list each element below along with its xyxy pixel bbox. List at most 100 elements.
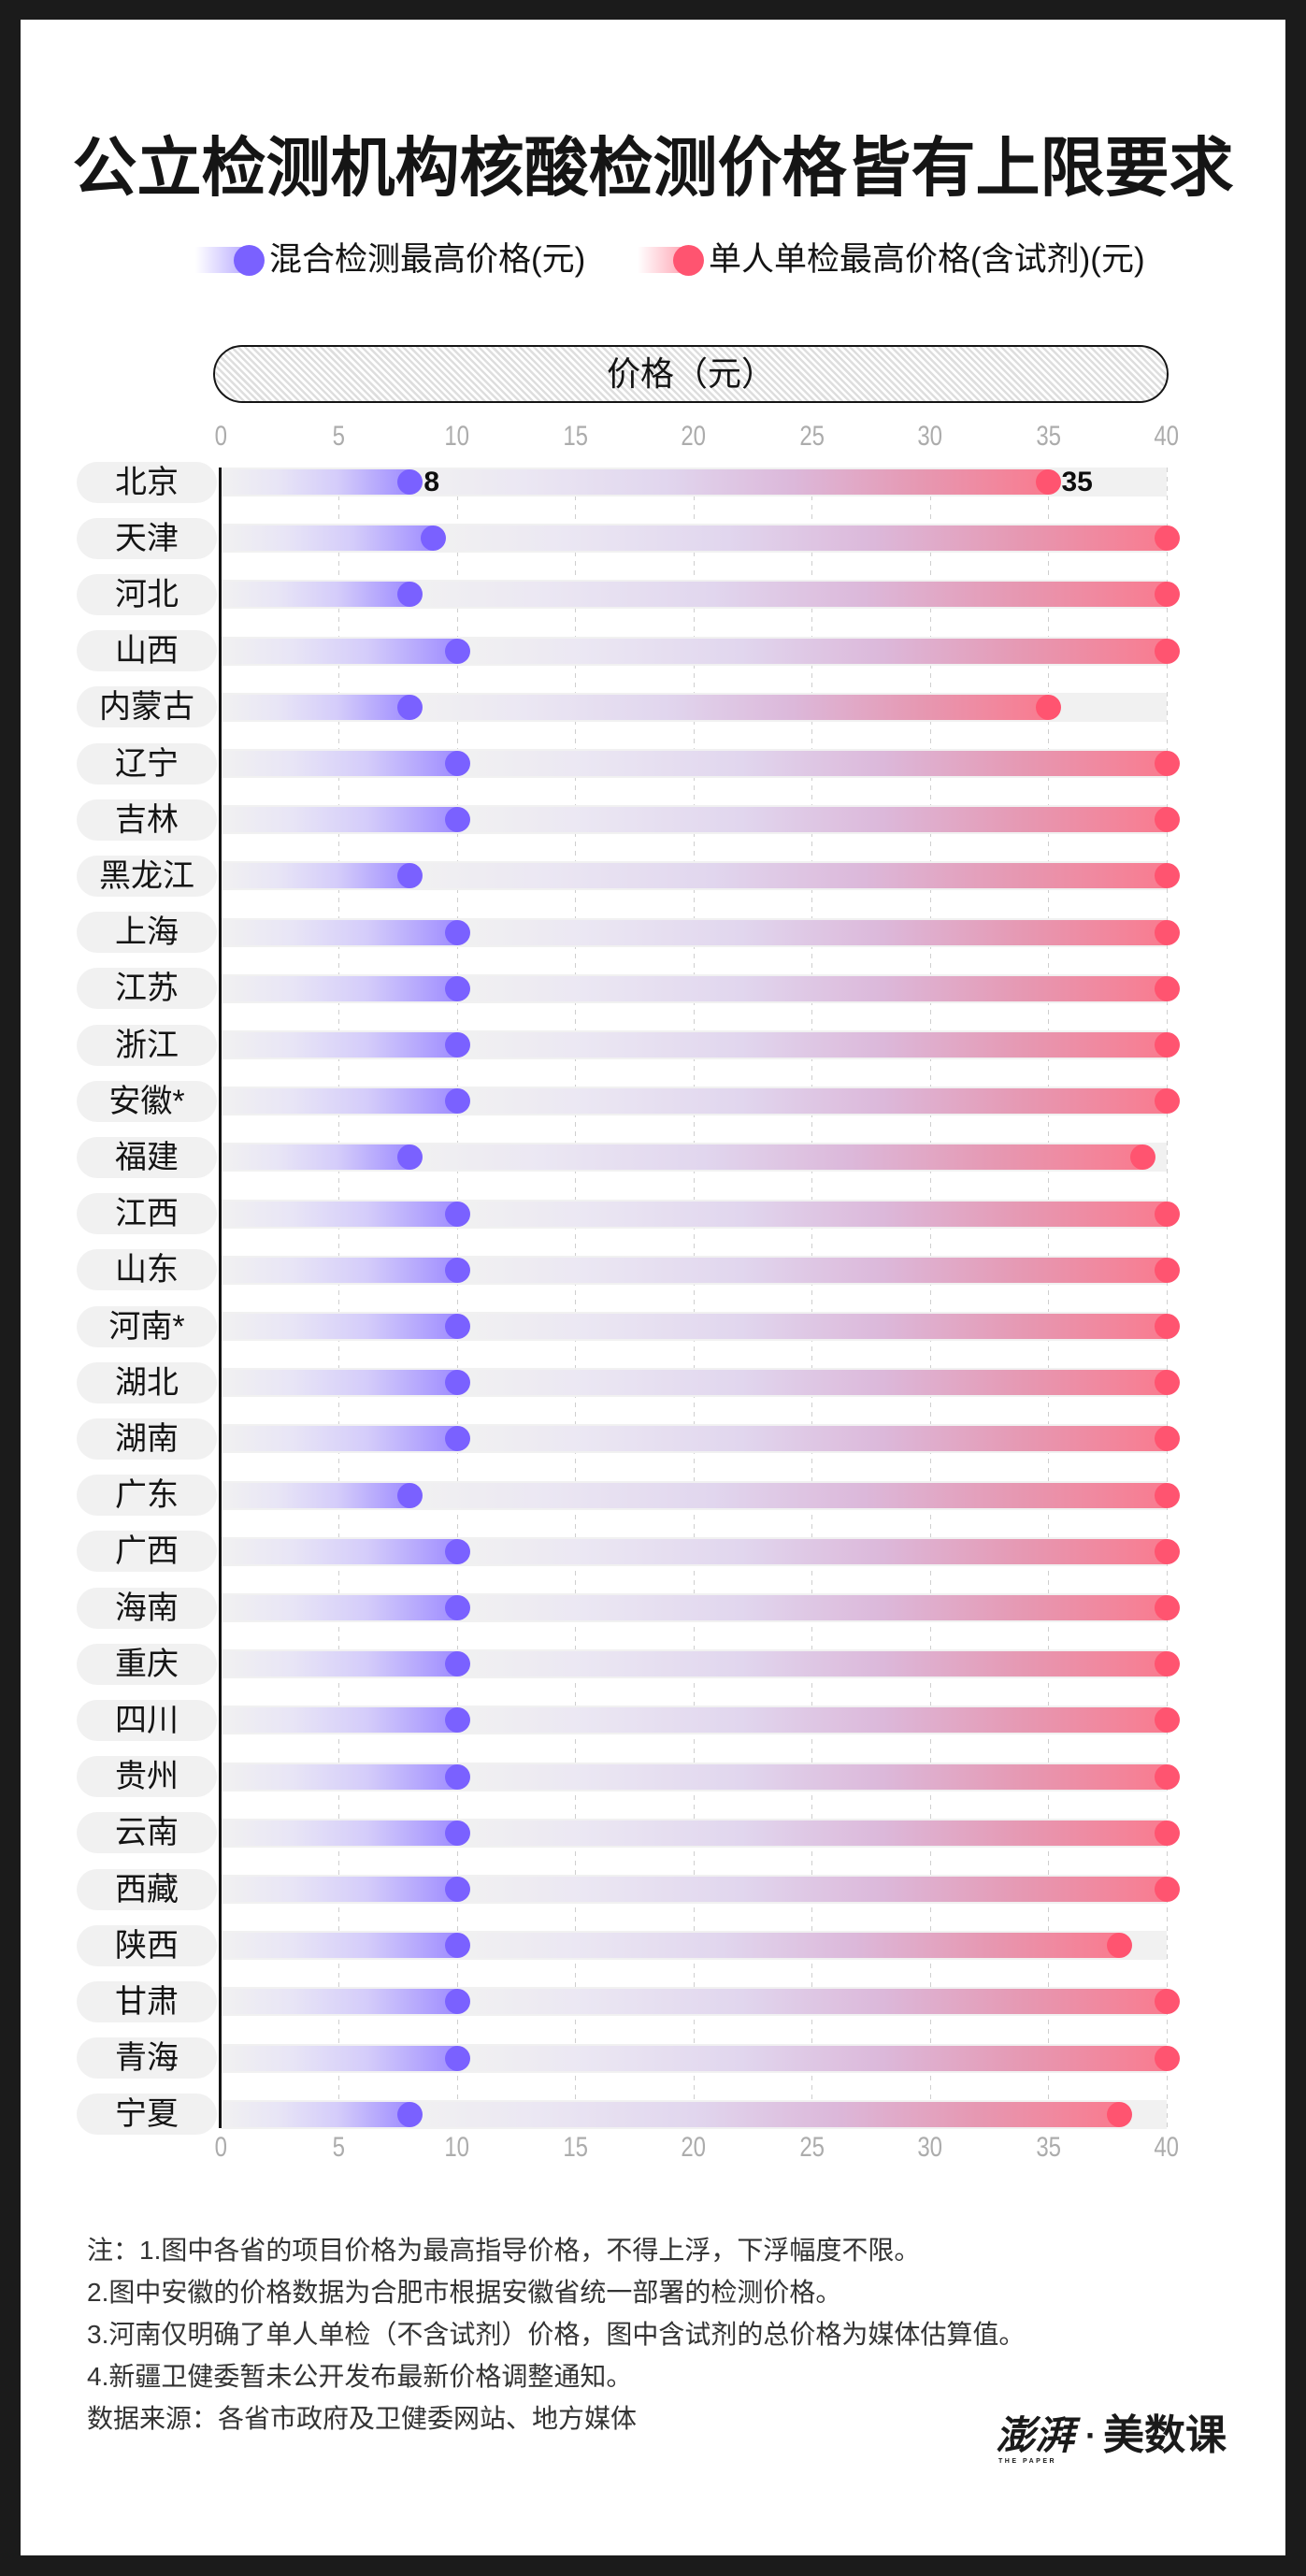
mixed-test-bar <box>222 919 457 945</box>
mixed-test-bar <box>222 1426 457 1452</box>
province-label: 江西 <box>77 1193 217 1235</box>
gridline <box>1048 468 1049 2128</box>
x-tick-label: 0 <box>214 421 227 452</box>
x-tick-bottom: 20 <box>656 2131 731 2165</box>
x-tick-label: 35 <box>1036 2132 1061 2163</box>
single-test-bar <box>457 1088 1167 1115</box>
x-tick-top: 15 <box>538 420 613 453</box>
province-label: 陕西 <box>77 1924 217 1966</box>
province-label: 云南 <box>77 1812 217 1854</box>
x-tick-bottom: 35 <box>1012 2131 1086 2165</box>
single-test-dot <box>1154 863 1180 889</box>
province-label: 湖北 <box>77 1361 217 1403</box>
province-label: 宁夏 <box>77 2094 217 2136</box>
logo-sub: 美数课 <box>1103 2412 1227 2458</box>
single-test-dot <box>1154 919 1180 945</box>
mixed-test-dot <box>444 1820 470 1846</box>
single-test-dot <box>1154 1257 1180 1283</box>
x-tick-label: 30 <box>917 2132 943 2163</box>
province-label: 广西 <box>77 1531 217 1573</box>
legend-mixed-label: 混合检测最高价格(元) <box>269 241 586 278</box>
x-tick-label: 35 <box>1036 421 1061 452</box>
x-tick-top: 25 <box>775 420 850 453</box>
province-label: 上海 <box>77 912 217 954</box>
mixed-test-bar <box>222 1595 457 1620</box>
x-tick-label: 10 <box>444 2132 470 2163</box>
single-test-dot <box>1154 1482 1180 1508</box>
x-tick-bottom: 15 <box>538 2131 613 2165</box>
single-test-bar <box>457 1989 1167 2015</box>
mixed-test-dot <box>444 1426 470 1452</box>
province-label: 山东 <box>77 1249 217 1291</box>
province-label: 河北 <box>77 573 217 615</box>
mixed-test-bar <box>222 1201 457 1227</box>
x-tick-top: 40 <box>1129 420 1204 453</box>
x-tick-top: 20 <box>656 420 731 453</box>
mixed-test-bar <box>222 1877 457 1902</box>
x-tick-top: 5 <box>302 420 377 453</box>
x-tick-label: 15 <box>563 2132 588 2163</box>
mixed-test-bar <box>222 807 457 833</box>
single-test-dot <box>1154 525 1180 552</box>
mixed-test-dot <box>444 1032 470 1058</box>
legend-single-label: 单人单检最高价格(含试剂)(元) <box>709 241 1145 278</box>
mixed-test-dot <box>444 1651 470 1677</box>
x-tick-bottom: 10 <box>420 2131 495 2165</box>
single-test-dot <box>1154 582 1180 608</box>
mixed-test-dot <box>444 1201 470 1227</box>
mixed-test-bar <box>222 1820 457 1846</box>
single-test-dot <box>1154 1989 1180 2015</box>
mixed-test-dot <box>444 1877 470 1902</box>
mixed-test-bar <box>222 975 457 1001</box>
single-test-dot <box>1130 1144 1156 1171</box>
mixed-test-bar <box>222 1314 457 1339</box>
note-3: 3.河南仅明确了单人单检（不含试剂）价格，图中含试剂的总价格为媒体估算值。 <box>87 2320 1026 2349</box>
single-test-dot <box>1154 1032 1180 1058</box>
single-test-dot <box>1154 1707 1180 1734</box>
logo-brand-en: THE PAPER <box>998 2458 1057 2465</box>
single-test-bar <box>457 1707 1167 1734</box>
mixed-test-dot <box>444 1538 470 1564</box>
single-test-dot <box>1154 1763 1180 1790</box>
mixed-test-dot <box>396 582 423 608</box>
single-test-bar <box>457 975 1167 1001</box>
mixed-test-dot <box>396 1482 423 1508</box>
axis-title-pill: 价格（元） <box>213 345 1169 403</box>
single-test-bar <box>457 1877 1167 1902</box>
single-test-dot <box>1154 975 1180 1001</box>
note-1: 注：1.图中各省的项目价格为最高指导价格，不得上浮，下浮幅度不限。 <box>87 2236 921 2265</box>
mixed-test-dot <box>444 975 470 1001</box>
mixed-test-bar <box>222 638 457 664</box>
x-tick-label: 0 <box>214 2132 227 2163</box>
mixed-test-bar <box>222 525 434 552</box>
province-label: 甘肃 <box>77 1980 217 2022</box>
gridline <box>575 468 576 2128</box>
mixed-test-bar <box>222 469 410 495</box>
mixed-test-bar <box>222 1144 410 1171</box>
legend-single-dot-icon <box>673 245 704 276</box>
single-test-dot <box>1154 2045 1180 2071</box>
mixed-test-dot <box>444 919 470 945</box>
mixed-test-dot <box>396 469 423 495</box>
single-test-bar <box>457 1538 1167 1564</box>
single-test-bar <box>457 1201 1167 1227</box>
single-test-bar <box>409 1144 1143 1171</box>
mixed-test-dot <box>444 1763 470 1790</box>
single-test-dot <box>1154 807 1180 833</box>
single-test-bar <box>457 2045 1167 2071</box>
single-test-bar <box>457 1314 1167 1339</box>
gridline <box>811 468 812 2128</box>
province-label: 西藏 <box>77 1868 217 1910</box>
x-tick-label: 40 <box>1154 421 1180 452</box>
x-tick-top: 30 <box>893 420 968 453</box>
mixed-test-dot <box>444 751 470 776</box>
mixed-test-dot <box>444 1989 470 2015</box>
mixed-test-bar <box>222 2045 457 2071</box>
mixed-test-dot <box>396 1144 423 1171</box>
mixed-test-dot <box>444 1707 470 1734</box>
x-tick-label: 15 <box>563 421 588 452</box>
mixed-test-bar <box>222 1763 457 1790</box>
province-label: 海南 <box>77 1587 217 1629</box>
logo: 澎湃 · 美数课 THE PAPER <box>996 2412 1229 2472</box>
single-test-bar <box>457 919 1167 945</box>
